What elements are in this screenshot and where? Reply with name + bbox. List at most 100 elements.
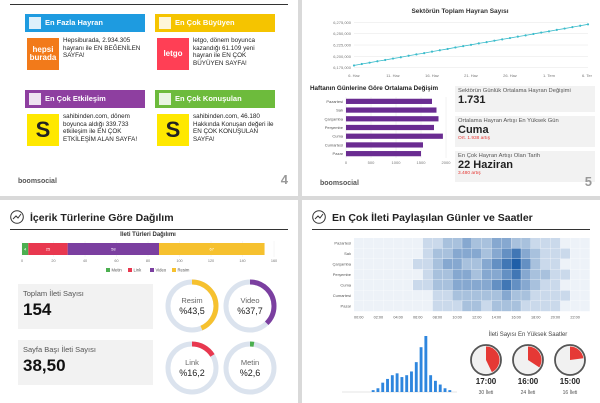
bar	[414, 362, 418, 392]
line-chart: Sektörün Toplam Hayran Sayısı 6,175,000 6,…	[333, 8, 592, 78]
bar	[346, 142, 423, 148]
y-tick-label: Pazar	[333, 151, 344, 156]
stat-label: En Çok Hayran Artışı Olan Tarih	[458, 153, 541, 159]
heat-cell	[491, 290, 502, 301]
heat-cell	[452, 269, 462, 280]
donut-name: Link	[185, 358, 199, 367]
y-tick-label: Perşembe	[325, 125, 344, 130]
heat-cell	[531, 290, 541, 301]
heat-cell	[540, 269, 551, 280]
heat-cell	[363, 269, 374, 280]
point	[360, 62, 363, 66]
heat-cell	[491, 280, 502, 291]
heat-cell	[550, 301, 561, 312]
heat-cell	[393, 269, 403, 280]
column-label: 16:00	[511, 316, 521, 320]
gauge-wedge	[486, 346, 500, 373]
heat-cell	[383, 248, 394, 259]
heat-cell	[373, 301, 384, 312]
heat-cell	[383, 259, 394, 270]
footer-logo: boomsocial	[320, 180, 359, 187]
y-tick-label: Cuma	[332, 134, 343, 139]
heat-cell	[501, 269, 512, 280]
heat-cell	[550, 280, 561, 291]
heat-cell	[393, 248, 403, 259]
heat-cell	[462, 248, 472, 259]
heat-cell	[393, 290, 403, 301]
heat-cell	[354, 238, 364, 249]
heat-cell	[481, 259, 492, 270]
metric-label: Sayfa Başı İleti Sayısı	[23, 345, 96, 354]
award-card: En Fazla Hayran hepsi burada Hepsiburada, …	[25, 14, 145, 84]
chart-title: Haftanın Günlerine Göre Ortalama Değişim	[310, 85, 438, 92]
row-label: Pazartesi	[334, 240, 351, 245]
point	[493, 39, 496, 42]
y-tick-label: Çarşamba	[325, 116, 344, 121]
heat-cell	[363, 280, 374, 291]
heat-cell	[560, 301, 571, 312]
heat-cell	[432, 259, 443, 270]
heat-cell	[462, 238, 472, 249]
heat-cell	[472, 290, 482, 301]
heat-cell	[580, 269, 590, 280]
heat-cell	[491, 248, 502, 259]
row-label: Pazar	[341, 303, 352, 308]
point	[571, 25, 574, 29]
slide-title: İçerik Türlerine Göre Dağılım	[30, 212, 174, 224]
heat-cell	[422, 280, 433, 291]
row-label: Cumartesi	[333, 293, 351, 298]
footer-logo: boomsocial	[18, 178, 57, 185]
x-tick-label: 11. Haz	[386, 73, 400, 78]
heat-cell	[511, 259, 521, 270]
heat-cell	[491, 238, 502, 249]
x-tick-label: 0	[345, 160, 348, 165]
logo: S	[157, 114, 189, 146]
point	[586, 23, 590, 26]
heat-cell	[354, 280, 364, 291]
heat-cell	[550, 238, 561, 249]
heat-cell	[550, 269, 561, 280]
bar	[448, 390, 452, 392]
card-text: letgo, dönem boyunca kazandığı 61.109 ye…	[193, 37, 255, 67]
card-header: En Çok Büyüyen	[155, 14, 275, 32]
stat-value: 22 Haziran	[458, 159, 514, 171]
gauge-count: 16 İleti	[563, 389, 578, 396]
heat-cell	[442, 290, 453, 301]
heat-cell	[501, 238, 512, 249]
point	[446, 47, 449, 51]
column-label: 14:00	[492, 316, 502, 320]
heat-cell	[373, 290, 384, 301]
metric-value: 154	[23, 300, 52, 319]
heat-cell	[432, 301, 443, 312]
slide-7: En Çok İleti Paylaşılan Günler ve Saatle…	[302, 200, 600, 403]
donut-charts: Resim%43,5 Video%37,7 Link%16,2 Metin%2,6	[165, 279, 277, 395]
title-icon	[10, 210, 24, 224]
heat-cell	[521, 280, 531, 291]
heat-cell	[462, 269, 472, 280]
heat-cell	[354, 269, 364, 280]
heat-cell	[452, 290, 462, 301]
point	[469, 43, 473, 46]
point	[407, 54, 410, 57]
point	[384, 58, 387, 62]
heat-cell	[560, 280, 571, 291]
bar-segment	[28, 243, 68, 255]
point	[454, 46, 457, 49]
card-header: En Çok Konuşulan	[155, 90, 275, 108]
donut-value: %16,2	[179, 368, 205, 378]
donut-name: Video	[240, 296, 259, 305]
heat-cell	[432, 269, 443, 280]
rule	[312, 229, 590, 230]
y-tick-label: 6,225,000	[333, 43, 352, 48]
heat-cell	[383, 269, 394, 280]
heat-cell	[481, 280, 492, 291]
x-tick-label: 16. Haz	[425, 73, 439, 78]
legend-swatch	[128, 268, 132, 272]
point	[547, 30, 551, 33]
heat-cell	[491, 259, 502, 270]
heat-cell	[472, 301, 482, 312]
column-label: 00:00	[354, 316, 364, 320]
heat-cell	[354, 248, 364, 259]
heat-cell	[560, 269, 571, 280]
